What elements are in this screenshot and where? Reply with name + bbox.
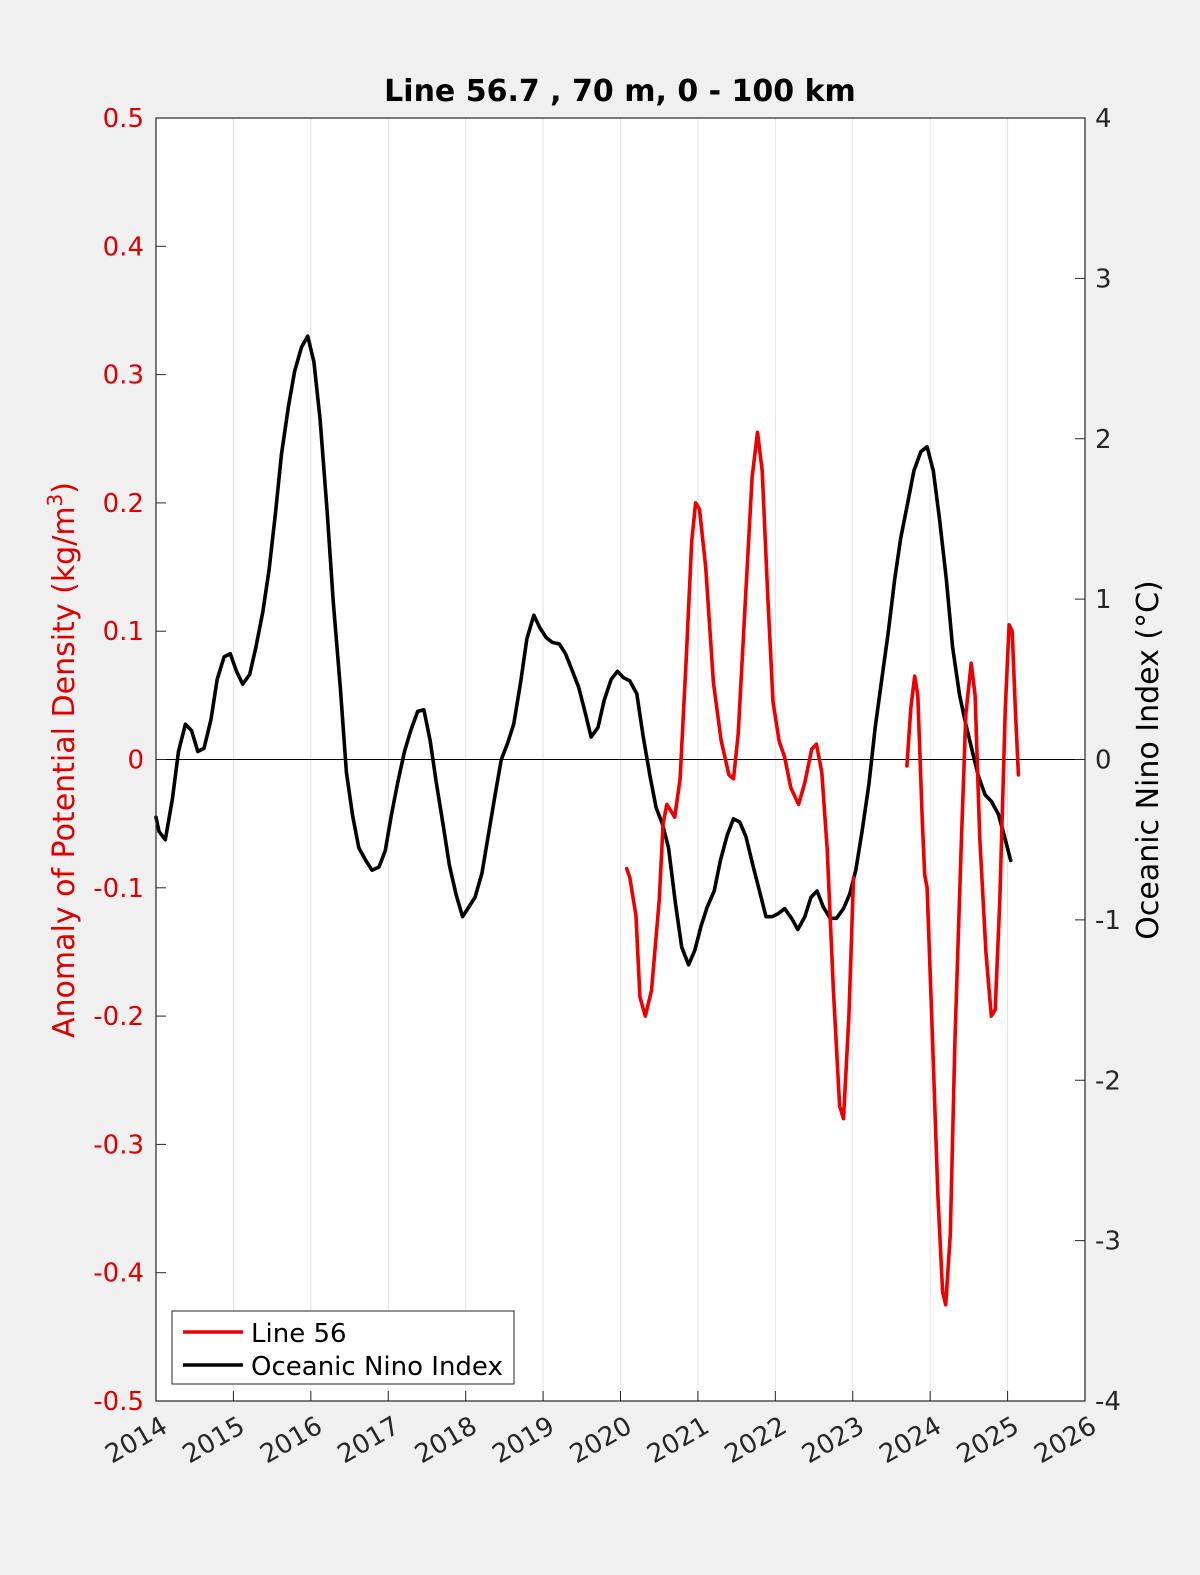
x-tick-label: 2025 — [952, 1411, 1024, 1470]
series-line56-line-0 — [624, 430, 856, 1121]
left-tick-label: 0 — [127, 746, 144, 776]
legend-label-oni: Oceanic Nino Index — [251, 1352, 503, 1382]
left-axis-label-close: ) — [47, 482, 82, 494]
right-tick-label: -4 — [1095, 1387, 1121, 1417]
left-axis-label-sup: 3 — [43, 494, 67, 507]
x-tick-label: 2014 — [100, 1411, 172, 1470]
right-tick-label: -1 — [1095, 906, 1121, 936]
legend-label-line56: Line 56 — [251, 1319, 347, 1349]
left-axis-label: Anomaly of Potential Density (kg/m3) — [43, 482, 82, 1038]
left-tick-label: 0.4 — [103, 232, 144, 262]
left-axis-label-text: Anomaly of Potential Density (kg/m — [47, 506, 82, 1038]
right-tick-label: 1 — [1095, 585, 1112, 615]
x-tick-label: 2017 — [333, 1411, 405, 1470]
right-y-axis: -4 -3 -2 -1 0 1 2 3 4 — [1075, 104, 1121, 1417]
right-tick-label: 0 — [1095, 746, 1112, 776]
x-axis: 2014 2015 2016 2017 2018 2019 2020 2021 2022 2023… — [100, 1391, 1102, 1470]
left-tick-label: 0.2 — [103, 489, 144, 519]
right-tick-label: 4 — [1095, 104, 1112, 134]
left-tick-label: -0.5 — [93, 1387, 144, 1417]
right-tick-label: -3 — [1095, 1227, 1121, 1257]
left-tick-label: 0.3 — [103, 361, 144, 391]
chart-title: Line 56.7 , 70 m, 0 - 100 km — [384, 74, 856, 109]
x-tick-label: 2026 — [1029, 1411, 1101, 1470]
right-axis-label: Oceanic Nino Index (°C) — [1131, 580, 1166, 940]
left-tick-label: -0.2 — [93, 1002, 144, 1032]
left-tick-label: -0.1 — [93, 874, 144, 904]
right-tick-label: 2 — [1095, 425, 1112, 455]
series-layer — [154, 334, 1021, 1307]
series-line56-line-1 — [905, 622, 1021, 1307]
x-tick-label: 2021 — [642, 1411, 714, 1470]
x-tick-label: 2023 — [797, 1411, 869, 1470]
right-tick-label: 3 — [1095, 264, 1112, 294]
right-tick-label: -2 — [1095, 1066, 1121, 1096]
left-tick-label: 0.1 — [103, 617, 144, 647]
series-oni-line-0 — [154, 334, 1013, 967]
x-tick-label: 2015 — [178, 1411, 250, 1470]
x-tick-label: 2018 — [410, 1411, 482, 1470]
x-tick-label: 2016 — [255, 1411, 327, 1470]
x-tick-label: 2024 — [875, 1411, 947, 1470]
left-tick-label: -0.4 — [93, 1259, 144, 1289]
x-tick-label: 2022 — [720, 1411, 792, 1470]
left-tick-label: -0.3 — [93, 1130, 144, 1160]
left-y-axis: -0.5 -0.4 -0.3 -0.2 -0.1 0 0.1 0.2 0.3 0.4 0.5 — [93, 104, 166, 1417]
x-tick-label: 2020 — [565, 1411, 637, 1470]
legend-box — [171, 1310, 515, 1385]
x-tick-label: 2019 — [487, 1411, 559, 1470]
left-tick-label: 0.5 — [103, 104, 144, 134]
legend: Line 56 Oceanic Nino Index — [171, 1310, 515, 1385]
